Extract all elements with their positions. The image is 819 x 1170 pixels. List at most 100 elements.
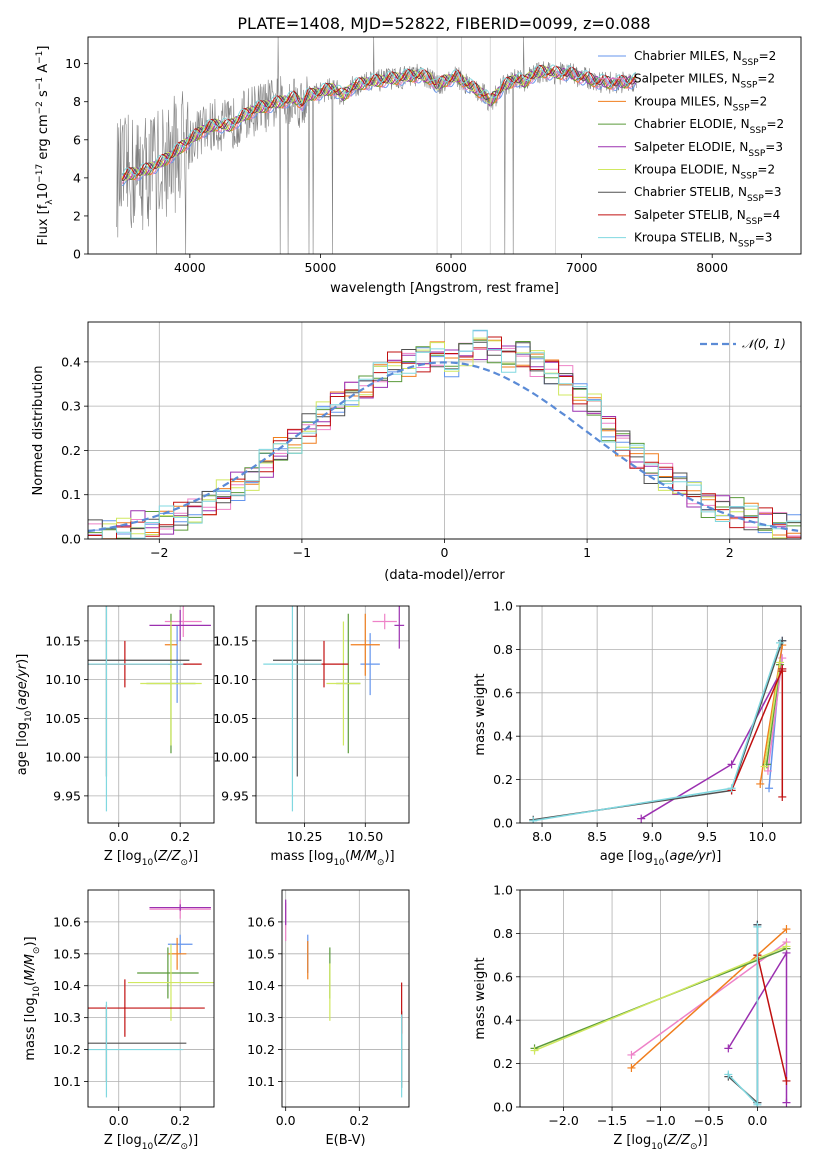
y-tick-label: 8	[73, 94, 81, 109]
panel-weight_vs_Z: −2.0 −1.5 −1.0 −0.5 0.0 0.0 0.2 0.4 0.6 0.8 1.0 Z […	[473, 883, 802, 1152]
label-part: ⊙	[377, 858, 385, 868]
label-part: 10	[142, 858, 154, 868]
weight-marker-5	[782, 942, 791, 951]
label-part: Z [log	[613, 1133, 651, 1148]
y-tick-label: 0.4	[61, 354, 81, 369]
label-part: ⊙	[180, 858, 188, 868]
label-part: =2	[766, 117, 784, 131]
x-tick-label: 8000	[696, 260, 728, 275]
x-tick-label: 7000	[566, 260, 598, 275]
label-part: 10	[334, 858, 346, 868]
x-tick-label: 5000	[305, 260, 337, 275]
y-axis-label: age [log10(age/yr)]	[15, 654, 34, 776]
label-part: =2	[759, 49, 777, 63]
label-part: Z/Z	[667, 1133, 691, 1148]
label-part: M/M	[23, 954, 38, 981]
legend-label-3: Chabrier ELODIE, NSSP=2	[634, 117, 784, 136]
x-tick-label: −1	[293, 545, 311, 560]
label-part: age [log	[600, 849, 653, 864]
y-tick-label: 10	[65, 56, 81, 71]
x-tick-label: 4000	[174, 260, 206, 275]
label-part: mass [log	[270, 849, 333, 864]
label-part: Z/Z	[157, 849, 181, 864]
y-tick-label: 10.1	[53, 1074, 81, 1089]
axes-frame	[281, 889, 410, 1108]
y-tick-label: 0	[73, 247, 81, 262]
label-part: −17	[35, 164, 45, 183]
y-tick-label: 10.6	[53, 914, 81, 929]
y-tick-label: 0.2	[61, 443, 81, 458]
y-tick-label: 0.4	[493, 729, 513, 744]
axes-frame	[87, 321, 802, 540]
label-part: 10	[653, 858, 665, 868]
axes-frame	[519, 605, 802, 824]
weight-marker-8	[776, 638, 785, 647]
label-part: SSP	[741, 81, 758, 91]
x-tick-label: −1.0	[645, 1113, 675, 1128]
y-tick-label: 10.15	[45, 633, 81, 648]
y-axis-label: mass weight	[473, 673, 488, 755]
label-part: Chabrier MILES, N	[634, 49, 742, 63]
model-spectrum-8	[121, 64, 636, 176]
y-tick-label: 10.00	[213, 750, 249, 765]
weight-marker-8	[529, 816, 538, 823]
y-tick-label: 1.0	[493, 599, 513, 614]
y-tick-label: 0.8	[493, 642, 513, 657]
y-tick-label: 10.1	[247, 1074, 275, 1089]
y-tick-label: 0.8	[493, 926, 513, 941]
label-part: −2	[35, 101, 45, 114]
label-part: ⊙	[32, 947, 42, 955]
label-part: 10	[32, 986, 42, 998]
label-part: A	[36, 64, 51, 77]
weight-marker-7	[782, 1076, 791, 1085]
weight-marker-8	[753, 1100, 762, 1107]
x-tick-label: 0.0	[109, 1113, 129, 1128]
label-part: )]	[188, 849, 198, 864]
y-tick-label: 10.05	[213, 711, 249, 726]
axes-frame	[87, 889, 215, 1108]
observed-spectrum	[116, 37, 637, 254]
label-part: λ	[45, 199, 55, 205]
plot-area	[285, 899, 403, 1098]
label-part: (	[663, 1133, 668, 1148]
y-tick-label: 6	[73, 132, 81, 147]
model-spectrum-0	[121, 69, 637, 186]
label-part: −1	[35, 51, 45, 64]
y-tick-label: 0.4	[493, 1013, 513, 1028]
panel-age_vs_mass: 10.25 10.50 9.95 10.00 10.05 10.10 10.15 mass […	[213, 605, 410, 868]
label-part: =4	[763, 208, 781, 222]
label-part: )]	[711, 849, 721, 864]
label-part: =3	[764, 185, 782, 199]
x-axis-label: Z [log10(Z/Z⊙)]	[104, 849, 198, 868]
weight-marker-4	[724, 1044, 733, 1053]
x-tick-label: −1.5	[597, 1113, 627, 1128]
plot-area	[88, 899, 214, 1098]
weight-marker-1	[627, 1050, 636, 1059]
x-axis-label: (data-model)/error	[384, 568, 505, 583]
x-tick-label: 8.5	[587, 829, 607, 844]
y-tick-label: 9.95	[53, 788, 81, 803]
label-part: 10	[142, 1142, 154, 1152]
legend-label-1: Salpeter MILES, NSSP=2	[634, 72, 775, 91]
label-part: =2	[757, 72, 775, 86]
panel-residuals: −2 −1 0 1 2 0.0 0.1 0.2 0.3 0.4 (data-model)/error…	[31, 321, 802, 583]
weight-marker-8	[727, 784, 736, 793]
label-part: SSP	[748, 149, 765, 159]
label-part: SSP	[746, 217, 763, 227]
y-tick-label: 10.5	[53, 946, 81, 961]
model-spectrum-6	[121, 64, 637, 181]
weight-marker-8	[753, 922, 762, 931]
label-part: Z/Z	[157, 1133, 181, 1148]
y-axis-label: mass weight	[473, 957, 488, 1039]
label-part: Salpeter STELIB, N	[634, 208, 746, 222]
weight-marker-7	[778, 667, 787, 676]
label-part: )]	[384, 849, 394, 864]
weight-marker-5	[760, 762, 769, 771]
model-spectrum-5	[121, 65, 556, 181]
label-part: SSP	[738, 240, 755, 250]
x-tick-label: 9.0	[642, 829, 662, 844]
x-axis-label: Z [log10(Z/Z⊙)]	[613, 1133, 707, 1152]
label-part: Chabrier STELIB, N	[634, 185, 747, 199]
panel-spectrum: 4000 5000 6000 7000 8000 0 2 4 6 8 10 wavelength [A…	[35, 36, 802, 296]
label-part: M/M	[350, 849, 377, 864]
